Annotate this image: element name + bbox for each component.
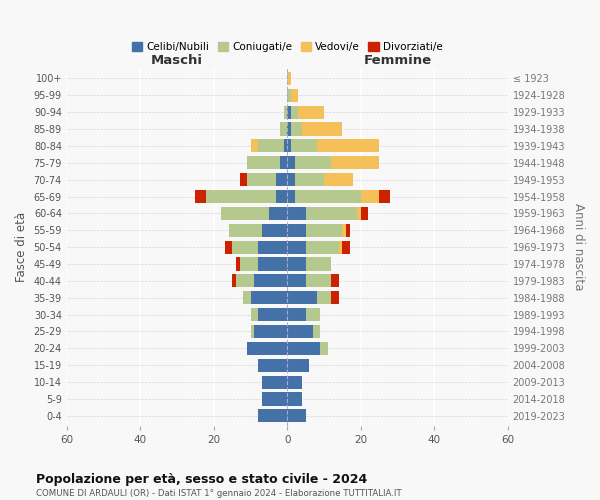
Text: COMUNE DI ARDAULI (OR) - Dati ISTAT 1° gennaio 2024 - Elaborazione TUTTITALIA.IT: COMUNE DI ARDAULI (OR) - Dati ISTAT 1° g… (36, 489, 401, 498)
Bar (305, 308, 320, 321)
Bar (258, 140, 284, 152)
Y-axis label: Anni di nascita: Anni di nascita (572, 204, 585, 291)
Bar (232, 240, 258, 254)
Bar (305, 224, 343, 237)
Text: Femmine: Femmine (364, 54, 431, 66)
Bar (232, 274, 236, 287)
Bar (262, 376, 287, 388)
Bar (317, 291, 331, 304)
Bar (236, 258, 239, 270)
Bar (287, 156, 295, 170)
Bar (379, 190, 390, 203)
Bar (287, 274, 305, 287)
Bar (284, 106, 287, 118)
Bar (287, 392, 302, 406)
Bar (305, 274, 331, 287)
Bar (320, 342, 328, 355)
Bar (280, 122, 287, 136)
Bar (298, 106, 324, 118)
Bar (343, 240, 350, 254)
Bar (302, 122, 343, 136)
Bar (305, 258, 331, 270)
Bar (258, 240, 287, 254)
Y-axis label: Fasce di età: Fasce di età (15, 212, 28, 282)
Bar (287, 190, 295, 203)
Bar (247, 156, 280, 170)
Bar (225, 240, 232, 254)
Bar (331, 274, 339, 287)
Bar (276, 190, 287, 203)
Bar (258, 410, 287, 422)
Bar (239, 258, 258, 270)
Bar (247, 342, 287, 355)
Bar (287, 325, 313, 338)
Bar (287, 258, 305, 270)
Bar (258, 358, 287, 372)
Bar (346, 224, 350, 237)
Bar (287, 173, 295, 186)
Bar (287, 72, 291, 85)
Bar (291, 122, 302, 136)
Bar (291, 140, 317, 152)
Bar (287, 122, 291, 136)
Bar (313, 325, 320, 338)
Bar (287, 291, 317, 304)
Bar (317, 140, 379, 152)
Bar (221, 207, 269, 220)
Bar (287, 342, 320, 355)
Bar (291, 88, 298, 102)
Bar (287, 358, 310, 372)
Bar (251, 291, 287, 304)
Bar (276, 173, 287, 186)
Bar (258, 258, 287, 270)
Bar (287, 140, 291, 152)
Bar (357, 207, 361, 220)
Bar (247, 173, 276, 186)
Bar (287, 224, 305, 237)
Bar (254, 325, 287, 338)
Legend: Celibi/Nubili, Coniugati/e, Vedovi/e, Divorziati/e: Celibi/Nubili, Coniugati/e, Vedovi/e, Di… (128, 38, 447, 56)
Bar (287, 376, 302, 388)
Bar (361, 190, 379, 203)
Bar (236, 274, 254, 287)
Bar (280, 156, 287, 170)
Bar (287, 207, 305, 220)
Bar (251, 140, 258, 152)
Bar (287, 410, 305, 422)
Bar (305, 207, 357, 220)
Bar (295, 190, 361, 203)
Bar (254, 274, 287, 287)
Bar (196, 190, 206, 203)
Bar (331, 291, 339, 304)
Bar (331, 156, 379, 170)
Bar (305, 240, 339, 254)
Bar (206, 190, 276, 203)
Bar (287, 106, 291, 118)
Bar (243, 291, 251, 304)
Bar (262, 224, 287, 237)
Bar (251, 325, 254, 338)
Bar (339, 240, 343, 254)
Bar (287, 240, 305, 254)
Bar (287, 308, 305, 321)
Text: Popolazione per età, sesso e stato civile - 2024: Popolazione per età, sesso e stato civil… (36, 472, 367, 486)
Bar (295, 173, 324, 186)
Bar (239, 173, 247, 186)
Text: Maschi: Maschi (151, 54, 203, 66)
Bar (258, 308, 287, 321)
Bar (287, 88, 291, 102)
Bar (295, 156, 331, 170)
Bar (229, 224, 262, 237)
Bar (284, 140, 287, 152)
Bar (361, 207, 368, 220)
Bar (324, 173, 353, 186)
Bar (291, 106, 298, 118)
Bar (269, 207, 287, 220)
Bar (251, 308, 258, 321)
Bar (343, 224, 346, 237)
Bar (262, 392, 287, 406)
